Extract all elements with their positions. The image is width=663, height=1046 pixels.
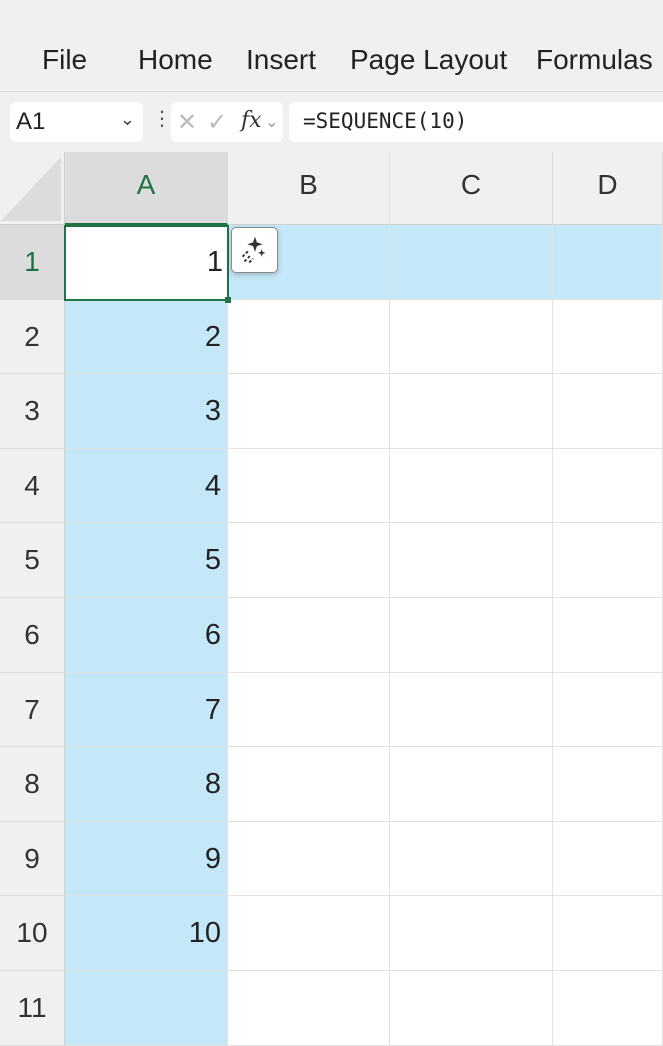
worksheet-grid[interactable]: A B C D 1 2 2 3 3 4 4 5 5 6 6 7 7 8 8 9 9 10 10 11 1 [0, 152, 663, 1046]
cell-b7[interactable] [228, 672, 390, 748]
ribbon-tabs: File Home Insert Page Layout Formulas [0, 0, 663, 92]
cell-c8[interactable] [390, 747, 553, 822]
row-header-6[interactable]: 6 [0, 598, 65, 673]
cell-c3[interactable] [390, 374, 553, 449]
cell-b9[interactable] [228, 821, 390, 897]
cell-c9[interactable] [390, 821, 553, 897]
cell-c7[interactable] [390, 672, 553, 748]
cell-b5[interactable] [228, 523, 390, 598]
cell-a5[interactable]: 5 [65, 523, 228, 598]
tab-page-layout[interactable]: Page Layout [350, 44, 508, 75]
formula-text: =SEQUENCE(10) [303, 109, 468, 133]
cell-d2[interactable] [553, 299, 663, 375]
cell-d1[interactable] [553, 225, 663, 300]
enter-icon[interactable]: ✓ [207, 109, 228, 136]
more-options-icon[interactable]: ⋮ [152, 108, 172, 130]
cell-d6[interactable] [553, 598, 663, 673]
cell-c10[interactable] [390, 896, 553, 971]
cell-a3[interactable]: 3 [65, 374, 228, 449]
row-header-10[interactable]: 10 [0, 896, 65, 971]
row-header-5[interactable]: 5 [0, 523, 65, 598]
cell-b3[interactable] [228, 374, 390, 449]
row-header-7[interactable]: 7 [0, 672, 65, 748]
cell-d9[interactable] [553, 821, 663, 897]
cell-a9[interactable]: 9 [65, 821, 228, 897]
cell-a7[interactable]: 7 [65, 672, 228, 748]
cell-d5[interactable] [553, 523, 663, 598]
row-header-11[interactable]: 11 [0, 971, 65, 1046]
fill-handle[interactable] [225, 297, 231, 303]
cell-c5[interactable] [390, 523, 553, 598]
active-cell-a1[interactable]: 1 [64, 225, 229, 301]
cell-d7[interactable] [553, 672, 663, 748]
copilot-suggestion-button[interactable] [231, 227, 278, 273]
cell-d11[interactable] [553, 971, 663, 1046]
cell-c2[interactable] [390, 299, 553, 375]
formula-actions: ✕ ✓ fx ⌄ [171, 102, 283, 142]
cancel-icon[interactable]: ✕ [177, 109, 198, 136]
cell-b11[interactable] [228, 971, 390, 1046]
column-header-a[interactable]: A [65, 152, 228, 225]
cell-b6[interactable] [228, 598, 390, 673]
cell-b10[interactable] [228, 896, 390, 971]
tab-insert[interactable]: Insert [246, 44, 317, 75]
insert-function-icon[interactable]: fx [241, 108, 262, 133]
cell-c11[interactable] [390, 971, 553, 1046]
formula-bar: A1 ⌄ ⋮ ✕ ✓ fx ⌄ =SEQUENCE(10) [0, 92, 663, 152]
chevron-down-icon[interactable]: ⌄ [119, 109, 135, 129]
cell-c1[interactable] [390, 225, 553, 300]
row-header-9[interactable]: 9 [0, 821, 65, 897]
cell-a11[interactable] [65, 971, 228, 1046]
row-header-8[interactable]: 8 [0, 747, 65, 822]
cell-d8[interactable] [553, 747, 663, 822]
cell-b4[interactable] [228, 448, 390, 524]
cell-a2[interactable]: 2 [65, 299, 228, 375]
cell-a10[interactable]: 10 [65, 896, 228, 971]
select-all-corner[interactable] [0, 152, 65, 225]
cell-c6[interactable] [390, 598, 553, 673]
row-header-1[interactable]: 1 [0, 225, 65, 300]
cell-b2[interactable] [228, 299, 390, 375]
cell-a8[interactable]: 8 [65, 747, 228, 822]
cell-a4[interactable]: 4 [65, 448, 228, 524]
name-box-value: A1 [16, 108, 46, 135]
cell-d3[interactable] [553, 374, 663, 449]
sparkle-icon [241, 236, 266, 264]
row-header-3[interactable]: 3 [0, 374, 65, 449]
tab-home[interactable]: Home [138, 44, 213, 75]
formula-input[interactable]: =SEQUENCE(10) [289, 102, 663, 142]
name-box[interactable]: A1 ⌄ [10, 102, 143, 142]
tab-formulas[interactable]: Formulas [536, 44, 653, 75]
cell-a6[interactable]: 6 [65, 598, 228, 673]
column-header-b[interactable]: B [228, 152, 390, 225]
column-header-c[interactable]: C [390, 152, 553, 225]
cell-b8[interactable] [228, 747, 390, 822]
cell-d4[interactable] [553, 448, 663, 524]
row-header-4[interactable]: 4 [0, 448, 65, 524]
chevron-down-icon[interactable]: ⌄ [265, 114, 279, 131]
column-header-d[interactable]: D [553, 152, 663, 225]
row-header-2[interactable]: 2 [0, 299, 65, 375]
cell-c4[interactable] [390, 448, 553, 524]
cell-d10[interactable] [553, 896, 663, 971]
tab-file[interactable]: File [42, 44, 88, 75]
